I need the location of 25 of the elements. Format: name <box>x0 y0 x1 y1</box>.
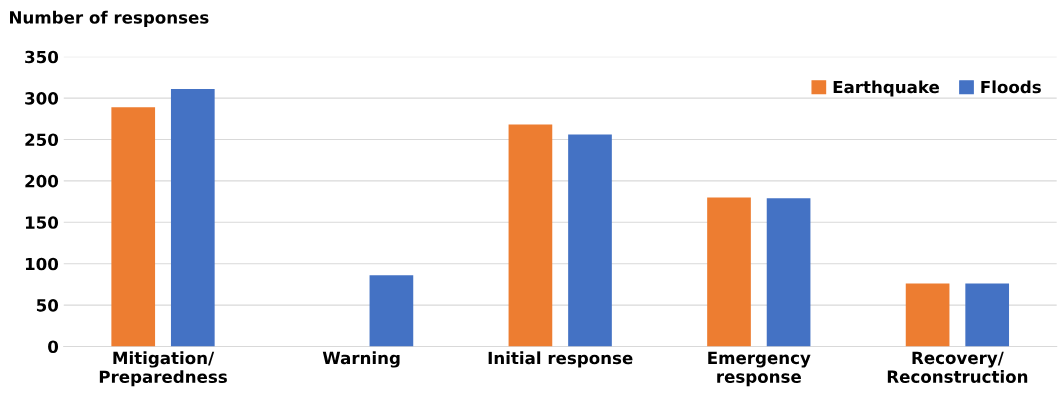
x-tick-label: Initial response <box>488 351 633 368</box>
bar <box>111 107 156 347</box>
y-axis-title: Number of responses <box>10 10 209 27</box>
y-tick-label: 250 <box>25 133 59 147</box>
legend-label: Earthquake <box>833 80 940 97</box>
bar <box>568 134 612 347</box>
y-tick-label: 50 <box>36 299 59 312</box>
y-tick-label: 300 <box>25 92 59 105</box>
bar <box>707 197 751 347</box>
bar <box>170 88 215 347</box>
bar <box>905 283 950 347</box>
y-tick-label: 100 <box>25 257 59 271</box>
x-tick-label: Warning <box>322 351 400 368</box>
y-tick-label: 350 <box>25 50 59 64</box>
y-tick-label: 150 <box>25 216 59 229</box>
x-tick-label: Recovery/ Reconstruction <box>887 351 1028 383</box>
bar <box>965 283 1010 347</box>
bar <box>369 275 414 347</box>
y-tick-label: 0 <box>48 340 59 354</box>
bar <box>766 198 811 347</box>
x-tick-label: Mitigation/ Preparedness <box>99 351 227 387</box>
legend-label: Floods <box>981 80 1041 94</box>
x-tick-label: Emergency response <box>708 351 811 387</box>
bar <box>508 124 553 347</box>
y-tick-label: 200 <box>25 174 59 188</box>
